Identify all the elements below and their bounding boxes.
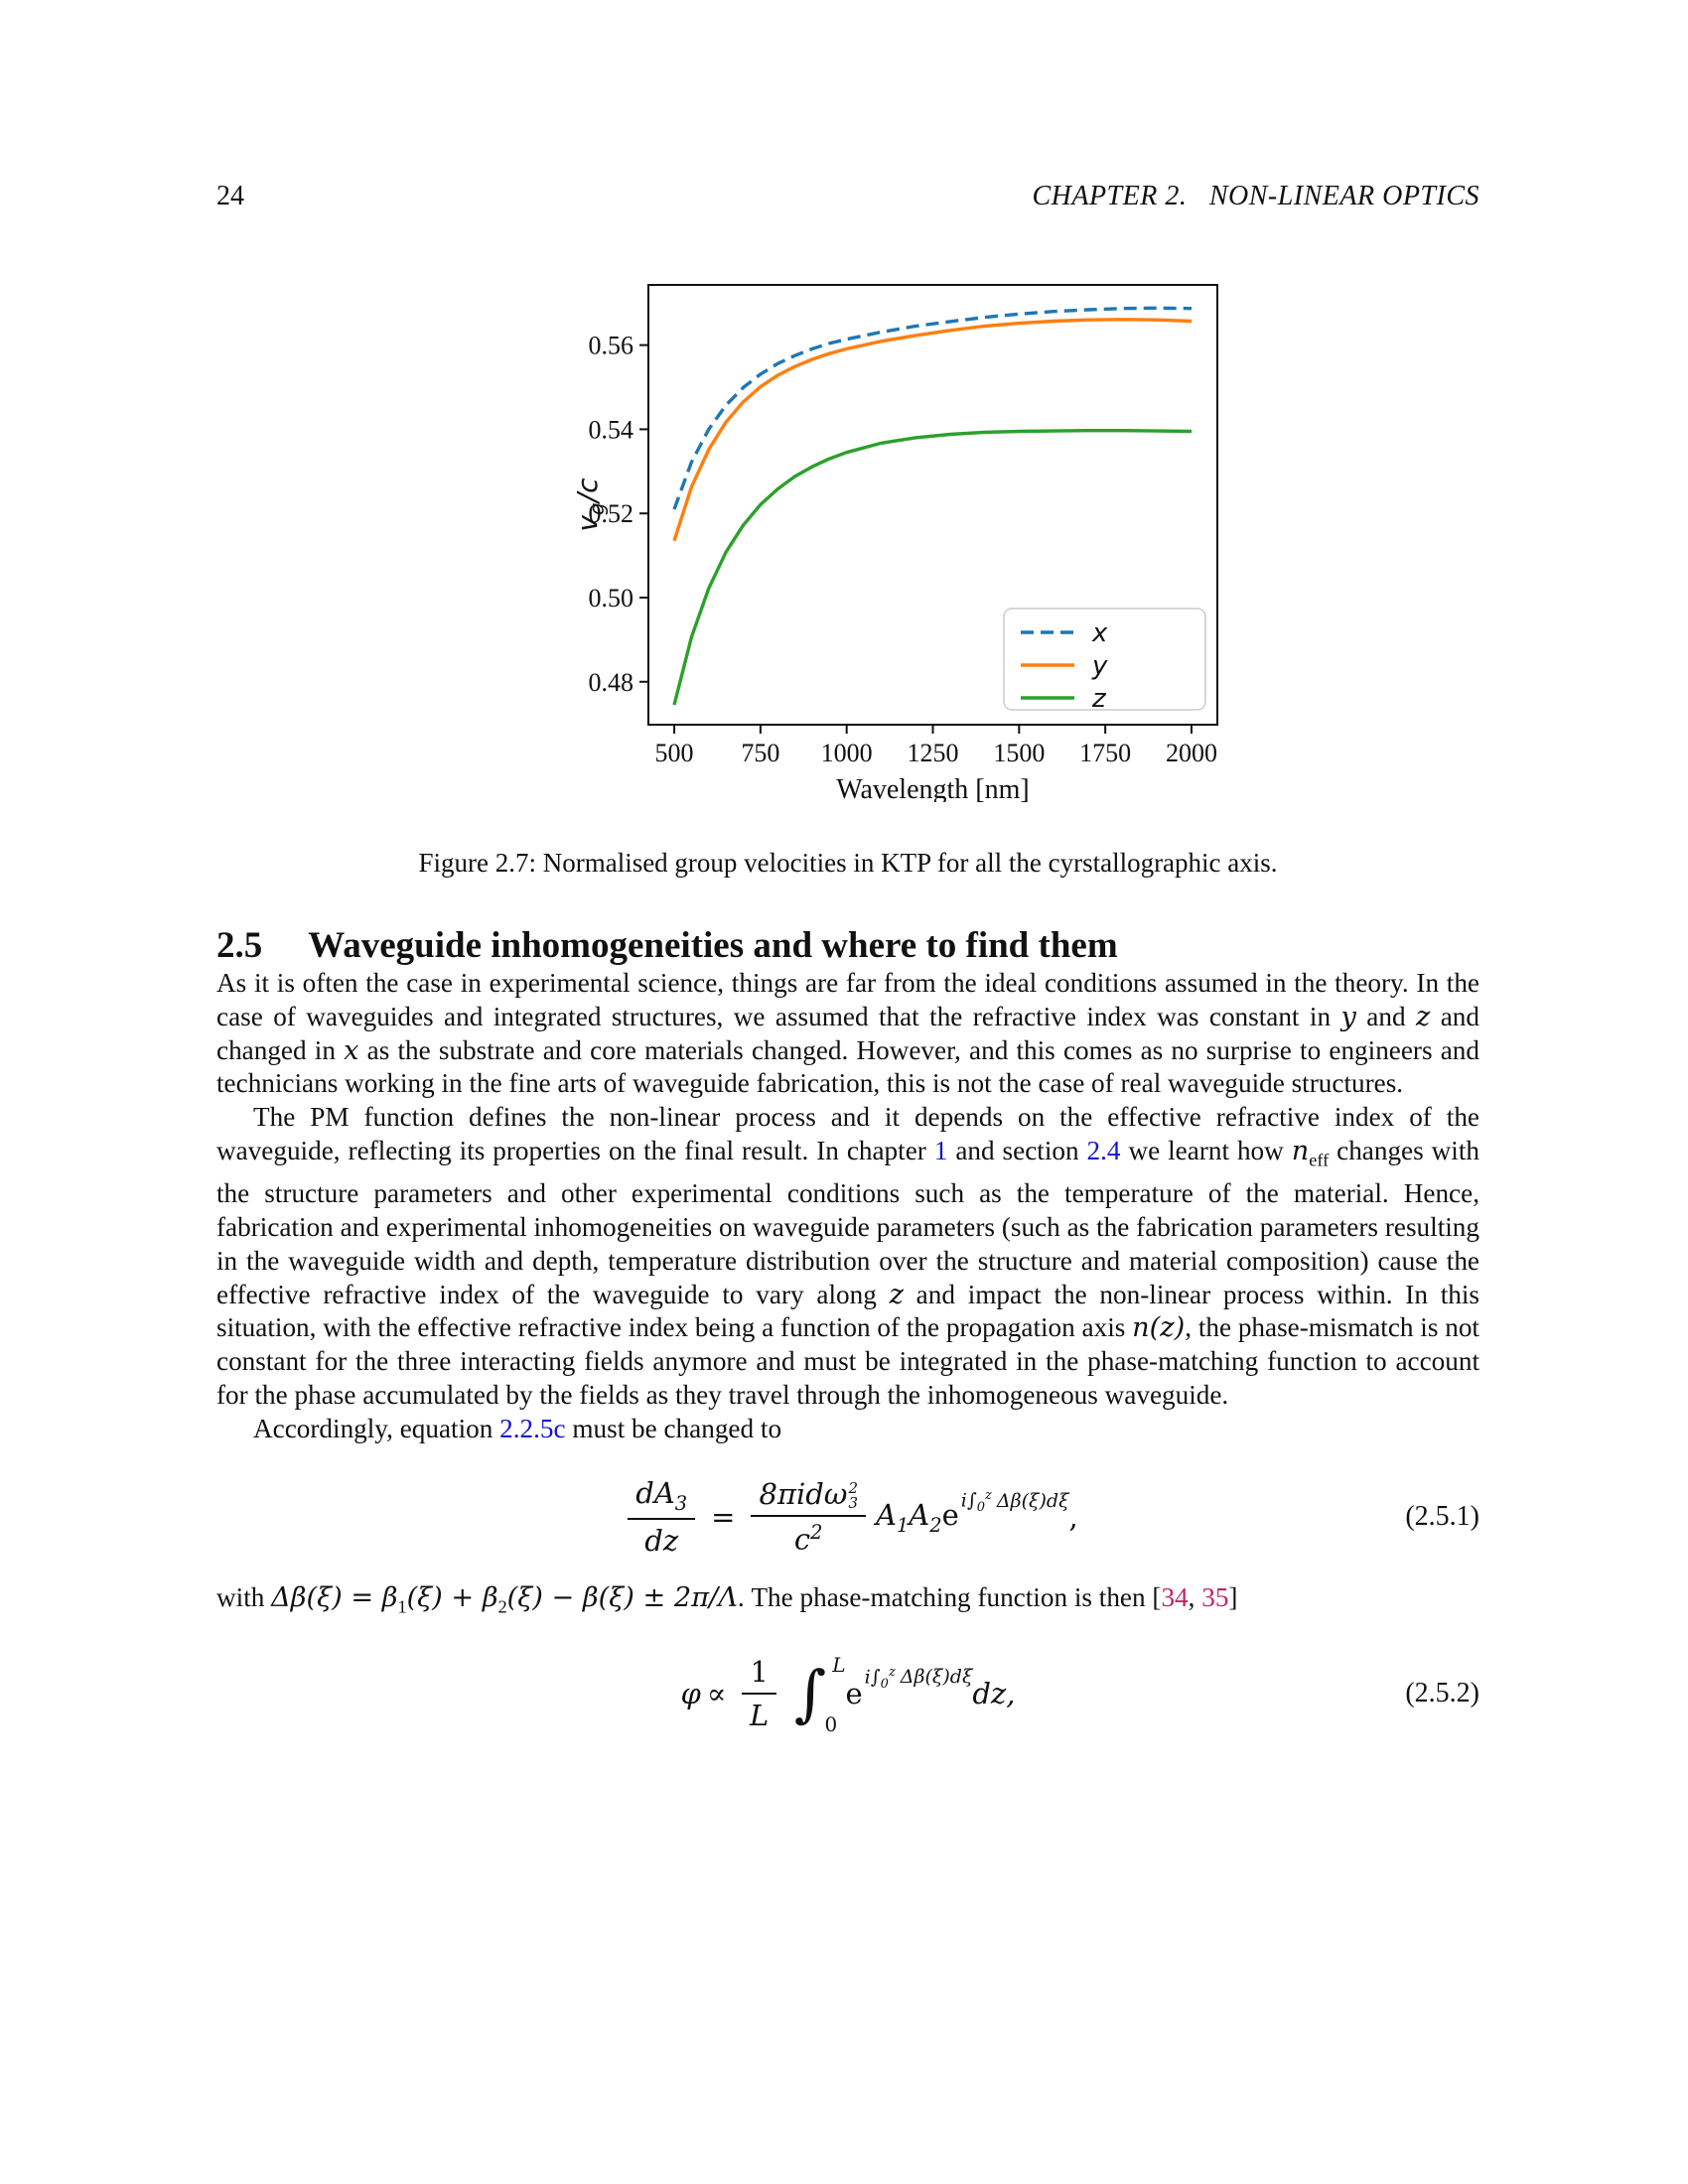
section-title: Waveguide inhomogeneities and where to f… [308,925,1118,966]
series-line-x [672,306,1193,510]
subscript: 2 [497,1596,507,1617]
math-var: n [1291,1135,1310,1166]
chapter-header: CHAPTER 2. NON-LINEAR OPTICS [1032,181,1479,211]
text-segment: with [216,1582,272,1613]
math-var: x [344,1034,359,1066]
section-heading: 2.5 Waveguide inhomogeneities and where … [216,924,1479,967]
x-axis-label: Wavelength [nm] [836,774,1029,802]
y-tick-label: 0.54 [589,415,634,444]
text-segment: , [1188,1582,1202,1613]
math-var: n(z) [1132,1312,1186,1344]
legend-label-z: z [1091,684,1107,714]
fraction-dA3-dz: dA3 dz [628,1476,696,1558]
math-var: z [1415,1001,1431,1032]
text-segment: as the substrate and core materials chan… [216,1034,1479,1099]
paragraph-2: The PM function defines the non-linear p… [216,1101,1479,1413]
equation-2-5-2: φ ∝ 1 L ∫ L 0 e i∫0z Δβ(ξ)dξ dz, (2.5.2) [216,1652,1480,1736]
x-tick-label: 750 [741,739,779,767]
citation-link[interactable]: 34 [1161,1582,1189,1613]
page-number: 24 [216,181,244,211]
y-tick-label: 0.56 [589,332,634,360]
text-segment: As it is often the case in experimental … [216,968,1479,1031]
legend-box [1003,608,1206,711]
text-segment: . The phase-matching function is then [ [737,1582,1162,1613]
text-segment: must be changed to [565,1413,782,1443]
text-segment: The PM function defines the non-linear p… [216,1102,1479,1165]
fraction-8piidw2-c2: 8πidω 2 3 c2 [751,1477,866,1557]
y-axis-label: vg/c [577,478,609,532]
paragraph-3: Accordingly, equation 2.2.5c must be cha… [216,1413,1479,1446]
x-tick-label: 1750 [1079,739,1131,767]
text-segment: changes with the structure parameters an… [216,1135,1479,1309]
math-var: (ξ) − β(ξ) ± 2π/Λ [506,1582,738,1614]
y-tick-label: 0.48 [589,668,634,697]
citation-link[interactable]: 35 [1201,1582,1229,1613]
exponent: i∫0z Δβ(ξ)dξ [960,1488,1069,1516]
x-tick-label: 1250 [908,739,959,767]
paragraph-4: with Δβ(ξ) = β1(ξ) + β2(ξ) − β(ξ) ± 2π/Λ… [216,1581,1479,1624]
y-tick-label: 0.50 [589,584,634,613]
figure-2-7: 500 750 1000 1250 1500 1750 2000 0.48 0.50 0.52 0.… [577,266,1234,802]
x-tick-label: 500 [655,739,694,767]
math-var: (ξ) + β [406,1582,498,1614]
equation-2-5-2-body: φ ∝ 1 L ∫ L 0 e i∫0z Δβ(ξ)dξ dz, [680,1652,1016,1736]
subscript: 1 [397,1596,407,1617]
legend-label-x: x [1091,618,1108,648]
equation-tag: (2.5.2) [1405,1677,1479,1708]
math-var: Δβ(ξ) = β [271,1582,398,1614]
integral-limits: L 0 [824,1652,846,1736]
text-segment: and [1355,1001,1416,1031]
math-var: y [1340,1001,1356,1032]
x-tick-label: 1500 [993,739,1045,767]
x-tick-label: 1000 [821,739,873,767]
internal-reference-link[interactable]: 2.2.5c [499,1413,566,1443]
text-segment: we learnt how [1120,1135,1292,1165]
series-line-y [672,318,1193,542]
integral-sign: ∫ [793,1656,827,1729]
text-segment: Accordingly, equation [253,1413,500,1443]
page-content: 24 CHAPTER 2. NON-LINEAR OPTICS 500 750 10… [216,0,1479,1756]
running-header: 24 CHAPTER 2. NON-LINEAR OPTICS [216,0,1479,212]
paragraph-1: As it is often the case in experimental … [216,967,1479,1101]
exponent: i∫0z Δβ(ξ)dξ [864,1665,973,1693]
internal-reference-link[interactable]: 2.4 [1086,1135,1121,1165]
text-segment: and section [947,1135,1087,1165]
equation-2-5-1: dA3 dz = 8πidω 2 3 c2 A1A2e i∫0z Δβ(ξ)dξ , … [216,1476,1479,1558]
internal-reference-link[interactable]: 1 [933,1135,948,1165]
math-var: z [889,1279,904,1310]
text-segment: and changed in [216,1001,1479,1065]
equation-tag: (2.5.1) [1405,1500,1479,1532]
section-number: 2.5 [216,925,263,966]
text-segment: ] [1228,1582,1238,1613]
figure-caption: Figure 2.7: Normalised group velocities … [418,848,1278,878]
text-segment: , the phase-mismatch is not constant for… [216,1312,1479,1410]
x-tick-label: 2000 [1166,739,1217,767]
y-tick-label: 0.52 [589,499,634,528]
legend-label-y: y [1091,651,1108,681]
series-line-z [672,428,1193,706]
text-segment: and impact the non-linear process within… [216,1279,1479,1343]
group-velocity-chart: 500 750 1000 1250 1500 1750 2000 0.48 0.50 0.52 0.… [577,284,1218,802]
fraction-1-L: 1 L [742,1655,776,1732]
equation-2-5-1-body: dA3 dz = 8πidω 2 3 c2 A1A2e i∫0z Δβ(ξ)dξ , [618,1476,1078,1558]
subscript: eff [1309,1150,1330,1170]
